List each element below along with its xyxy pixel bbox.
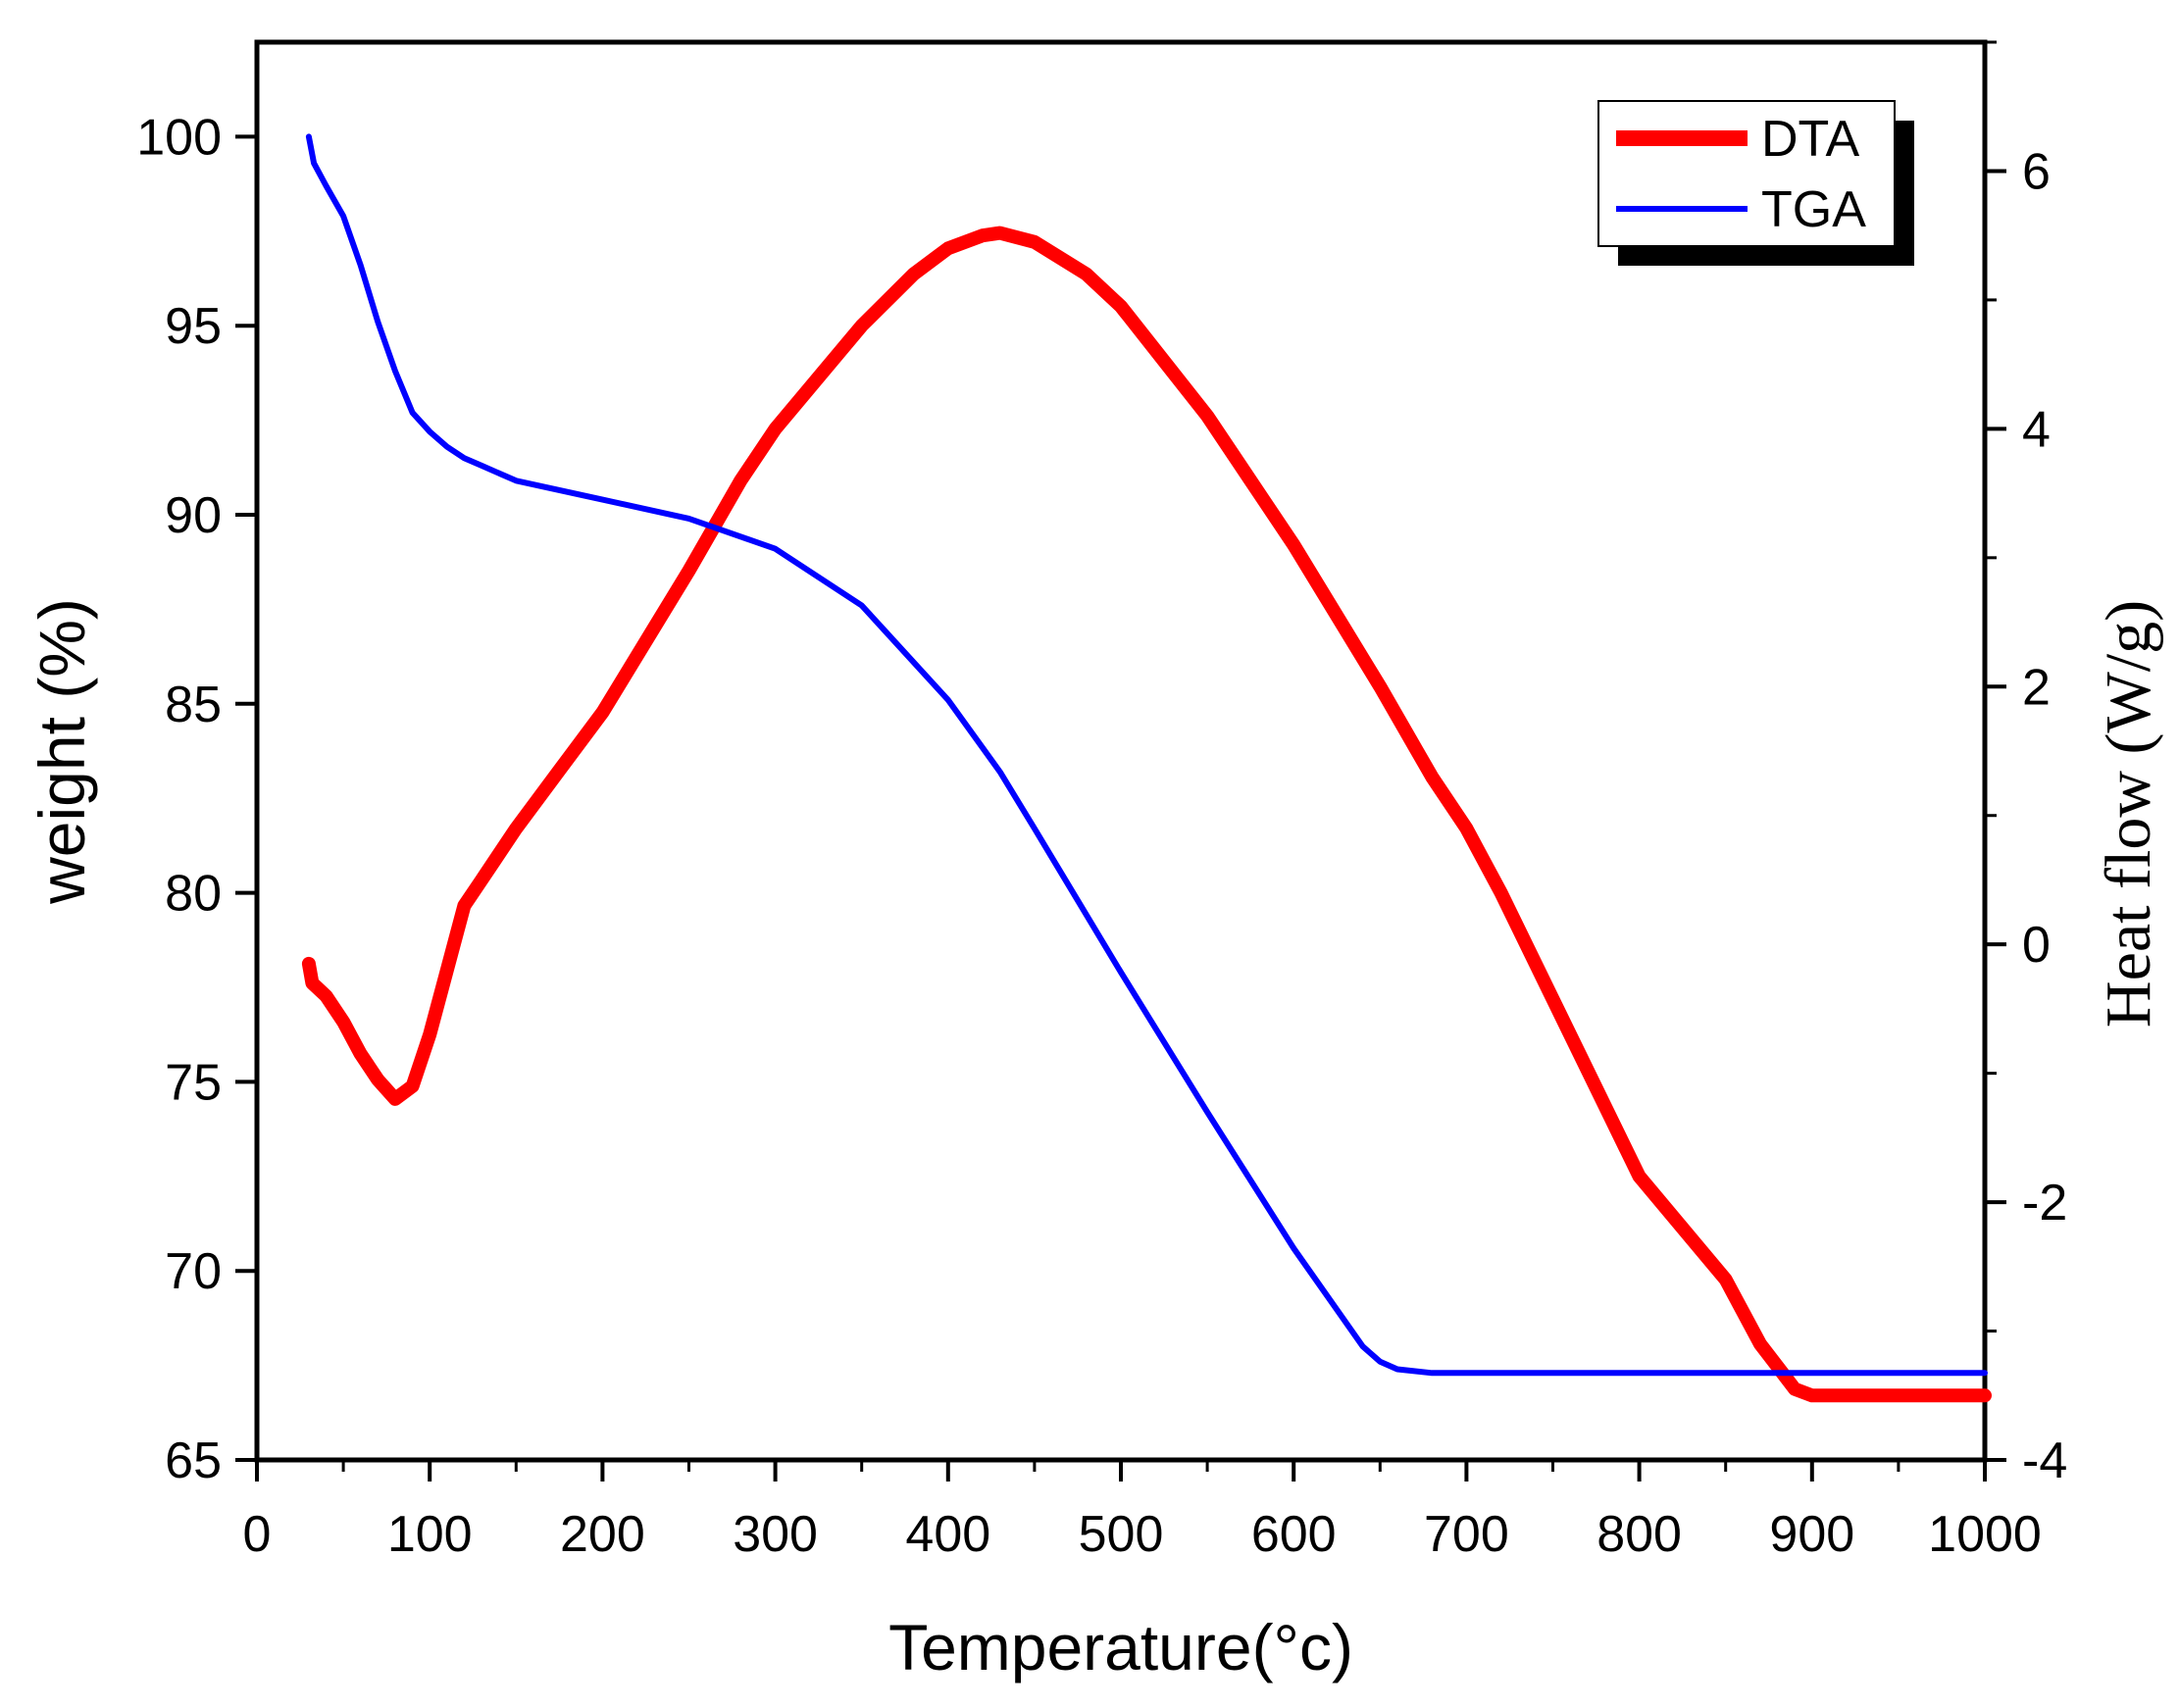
x-tick-label: 900 xyxy=(1769,1506,1854,1563)
y-left-tick-label: 100 xyxy=(136,109,222,166)
y-right-axis-ticks: -4 -2 0 2 4 6 xyxy=(1985,40,2067,1489)
y-left-tick-label: 70 xyxy=(165,1243,222,1300)
y-left-tick-label: 95 xyxy=(165,298,222,355)
series-layer xyxy=(301,133,1992,1403)
x-tick-label: 1000 xyxy=(1928,1506,2042,1563)
x-tick-label: 700 xyxy=(1424,1506,1509,1563)
legend-label-dta: DTA xyxy=(1761,111,1859,168)
x-tick-label: 0 xyxy=(243,1506,272,1563)
y-right-tick-label: -4 xyxy=(2022,1432,2067,1489)
y-right-tick-label: -2 xyxy=(2022,1175,2067,1231)
y-left-axis-title: weight (%) xyxy=(25,598,98,905)
x-tick-label: 500 xyxy=(1079,1506,1164,1563)
series-line-dta xyxy=(301,226,1992,1403)
x-tick-label: 300 xyxy=(733,1506,818,1563)
y-right-tick-label: 0 xyxy=(2022,917,2051,974)
y-right-tick-label: 4 xyxy=(2022,401,2051,458)
x-tick-label: 400 xyxy=(905,1506,990,1563)
y-left-tick-label: 80 xyxy=(165,866,222,923)
x-tick-label: 600 xyxy=(1251,1506,1337,1563)
legend: DTA TGA xyxy=(1597,100,1914,266)
y-left-tick-label: 90 xyxy=(165,487,222,544)
y-left-axis-ticks: 65 70 75 80 85 90 95 100 xyxy=(136,109,257,1489)
y-right-tick-label: 2 xyxy=(2022,659,2051,716)
x-tick-label: 100 xyxy=(387,1506,473,1563)
y-left-tick-label: 65 xyxy=(165,1432,222,1489)
x-axis-title: Temperature(°c) xyxy=(888,1611,1353,1683)
legend-label-tga: TGA xyxy=(1761,181,1866,238)
legend-box xyxy=(1597,100,1896,247)
y-left-tick-label: 85 xyxy=(165,677,222,733)
y-right-tick-label: 6 xyxy=(2022,143,2051,200)
y-left-tick-label: 75 xyxy=(165,1054,222,1111)
y-right-axis-title: Heat flow (W/g) xyxy=(2093,600,2164,1028)
x-tick-label: 800 xyxy=(1596,1506,1682,1563)
series-line-tga xyxy=(305,133,1988,1377)
x-tick-label: 200 xyxy=(560,1506,645,1563)
x-axis-ticks: 0 100 200 300 400 500 600 700 800 900 1000 xyxy=(243,1460,2042,1563)
